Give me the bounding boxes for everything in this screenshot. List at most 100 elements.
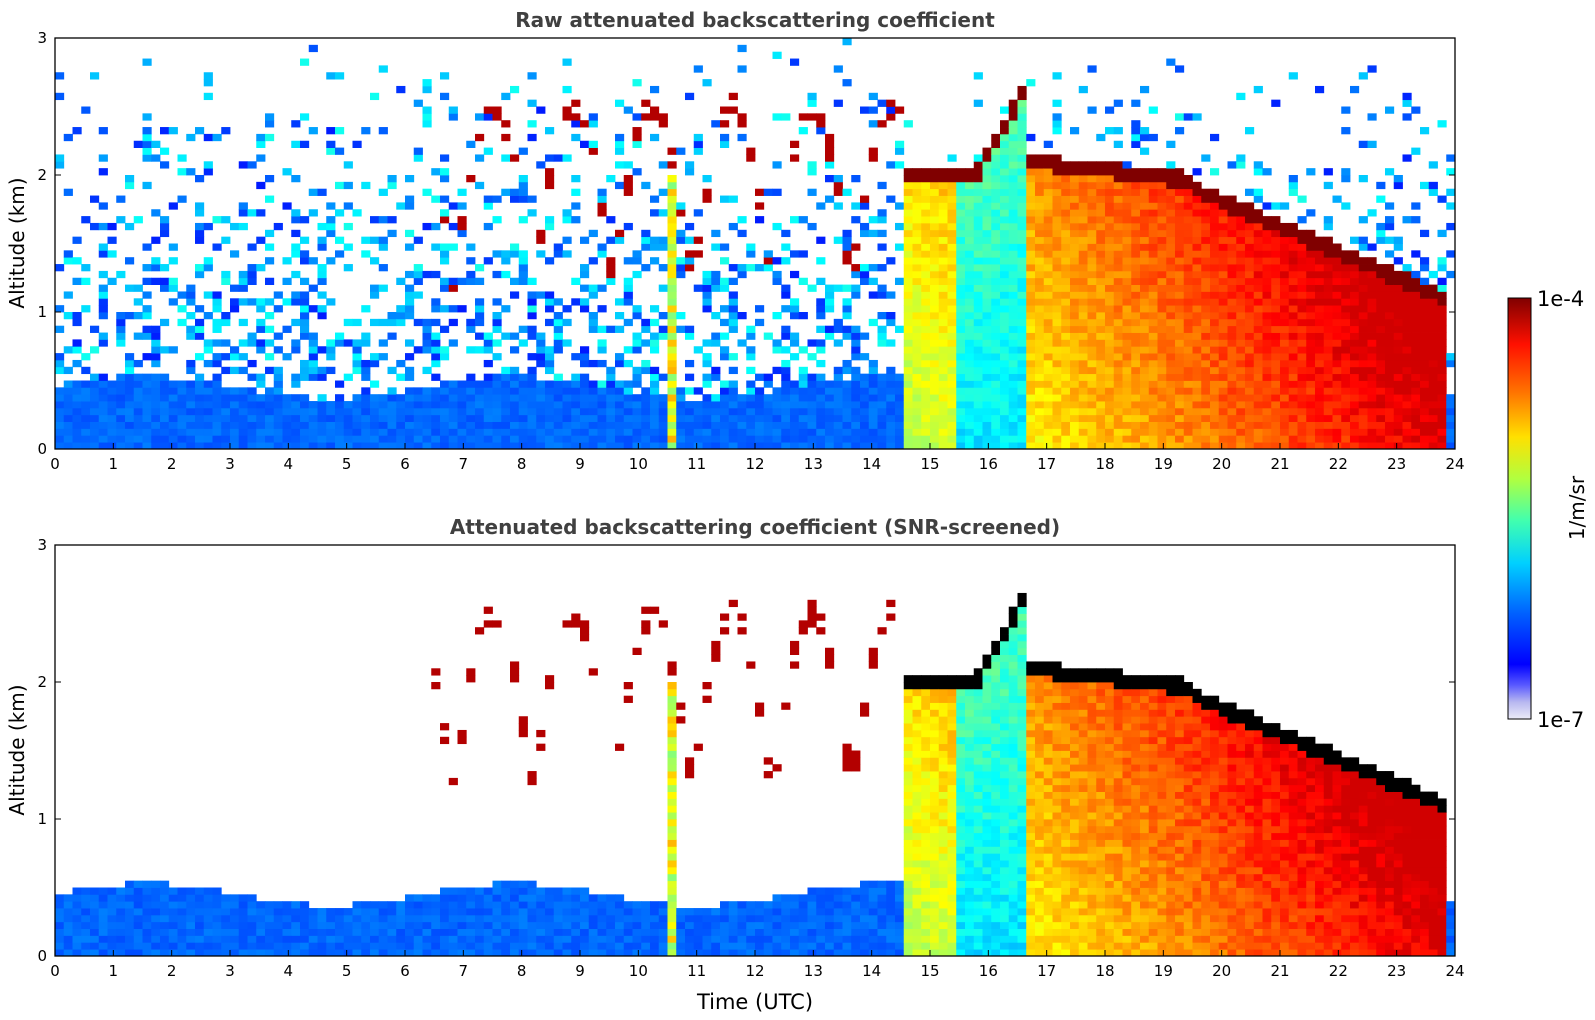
heatmap-cell: [965, 318, 975, 327]
heatmap-cell: [982, 181, 992, 190]
heatmap-cell: [798, 312, 808, 320]
heatmap-cell: [1026, 407, 1036, 416]
heatmap-cell: [1192, 312, 1202, 320]
heatmap-cell: [265, 195, 275, 203]
heatmap-cell: [63, 914, 73, 923]
heatmap-cell: [833, 175, 843, 183]
heatmap-cell: [1122, 168, 1132, 176]
heatmap-cell: [448, 339, 458, 347]
heatmap-cell: [291, 394, 301, 402]
heatmap-cell: [1315, 305, 1325, 313]
heatmap-cell: [746, 250, 756, 258]
heatmap-cell: [431, 394, 441, 402]
heatmap-cell: [1253, 291, 1263, 299]
heatmap-cell: [938, 305, 948, 313]
heatmap-cell: [212, 216, 222, 224]
heatmap-cell: [195, 222, 205, 231]
heatmap-cell: [991, 175, 1001, 183]
heatmap-cell: [833, 442, 843, 449]
heatmap-cell: [63, 901, 73, 909]
heatmap-cell: [1297, 353, 1307, 361]
heatmap-cell: [667, 373, 677, 381]
heatmap-cell: [265, 387, 275, 395]
heatmap-cell: [1271, 401, 1281, 409]
heatmap-cell: [1288, 421, 1298, 429]
heatmap-cell: [1227, 250, 1237, 258]
heatmap-cell: [606, 428, 616, 436]
heatmap-cell: [930, 387, 940, 395]
heatmap-cell: [1122, 387, 1132, 395]
heatmap-cell: [991, 401, 1001, 409]
heatmap-cell: [448, 442, 458, 449]
heatmap-cell: [930, 277, 940, 285]
heatmap-cell: [203, 264, 213, 272]
heatmap-cell: [422, 394, 432, 402]
heatmap-cell: [1052, 332, 1062, 340]
heatmap-cell: [300, 216, 310, 224]
heatmap-cell: [1262, 325, 1272, 333]
heatmap-cell: [816, 339, 826, 347]
heatmap-cell: [1157, 216, 1167, 224]
heatmap-cell: [1061, 339, 1071, 347]
heatmap-cell: [816, 236, 826, 244]
heatmap-cell: [457, 380, 467, 388]
heatmap-cell: [238, 921, 248, 929]
heatmap-cell: [947, 154, 957, 162]
heatmap-cell: [623, 222, 633, 231]
heatmap-cell: [238, 394, 248, 402]
heatmap-cell: [1105, 270, 1115, 279]
heatmap-cell: [352, 414, 362, 422]
heatmap-cell: [711, 243, 721, 251]
heatmap-cell: [1350, 236, 1360, 244]
heatmap-cell: [1183, 305, 1193, 313]
heatmap-cell: [1227, 277, 1237, 285]
heatmap-cell: [1280, 339, 1290, 347]
heatmap-cell: [1078, 85, 1088, 94]
heatmap-cell: [1358, 291, 1368, 299]
heatmap-cell: [518, 277, 528, 285]
heatmap-cell: [711, 442, 721, 449]
heatmap-cell: [965, 168, 975, 176]
heatmap-cell: [650, 435, 660, 443]
heatmap-cell: [886, 257, 896, 265]
heatmap-cell: [116, 901, 126, 909]
heatmap-cell: [842, 38, 852, 46]
heatmap-cell: [413, 99, 423, 107]
heatmap-cell: [1043, 264, 1053, 272]
heatmap-cell: [1245, 339, 1255, 347]
heatmap-cell: [615, 407, 625, 416]
heatmap-cell: [868, 442, 878, 449]
heatmap-cell: [335, 394, 345, 402]
heatmap-cell: [1393, 175, 1403, 183]
heatmap-cell: [1043, 236, 1053, 244]
heatmap-cell: [798, 394, 808, 402]
heatmap-cell: [553, 339, 563, 347]
heatmap-cell: [326, 216, 336, 224]
heatmap-cell: [562, 435, 572, 443]
heatmap-cell: [256, 942, 266, 950]
heatmap-cell: [1428, 339, 1438, 347]
heatmap-cell: [1393, 305, 1403, 313]
heatmap-cell: [352, 421, 362, 429]
heatmap-cell: [125, 421, 135, 429]
heatmap-cell: [545, 222, 555, 231]
heatmap-cell: [1393, 394, 1403, 402]
heatmap-cell: [860, 373, 870, 381]
heatmap-cell: [1096, 188, 1106, 196]
heatmap-cell: [833, 181, 843, 190]
heatmap-cell: [317, 401, 327, 409]
heatmap-cell: [1227, 387, 1237, 395]
heatmap-cell: [527, 305, 537, 313]
heatmap-cell: [1420, 380, 1430, 388]
heatmap-cell: [221, 353, 231, 361]
heatmap-cell: [212, 243, 222, 251]
heatmap-cell: [1008, 339, 1018, 347]
heatmap-cell: [1061, 284, 1071, 292]
heatmap-cell: [1131, 277, 1141, 285]
heatmap-cell: [1105, 373, 1115, 381]
heatmap-cell: [536, 332, 546, 340]
heatmap-cell: [492, 325, 502, 333]
heatmap-cell: [1166, 325, 1176, 333]
heatmap-cell: [536, 346, 546, 354]
heatmap-cell: [1280, 332, 1290, 340]
